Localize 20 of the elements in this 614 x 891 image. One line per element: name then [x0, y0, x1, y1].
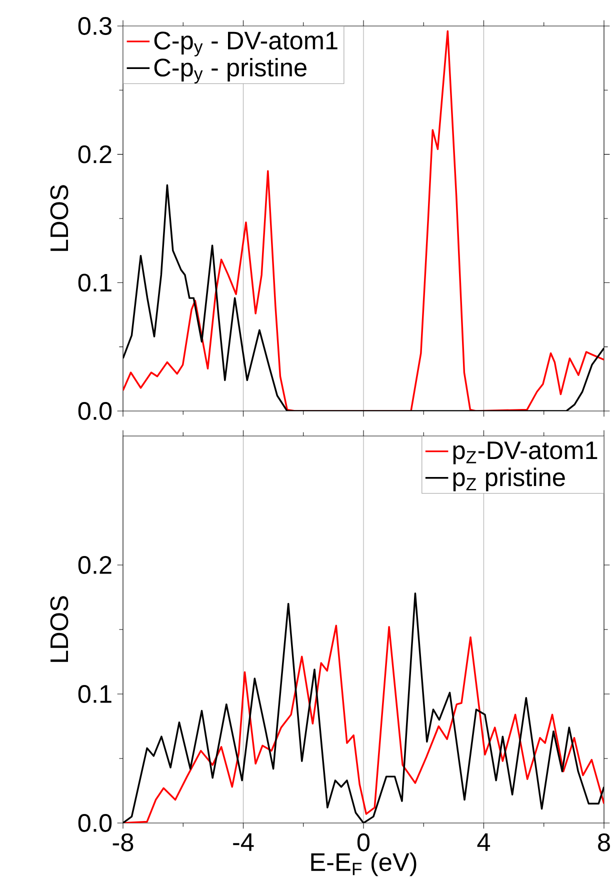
legend-label: C-p$_{y}$ - pristine [154, 58, 306, 84]
y-tick-label: 0.0 [78, 402, 112, 420]
y-axis-title: LDOS [50, 596, 68, 662]
y-axis-title: LDOS [50, 185, 68, 251]
x-tick-label: 8 [598, 833, 610, 852]
y-tick-label: 0.3 [78, 17, 112, 35]
x-axis-title: E-E$_{F}$ (eV) [311, 852, 416, 876]
y-tick-label: 0.1 [78, 685, 112, 703]
y-tick-label: 0.2 [78, 556, 112, 574]
y-tick-label: 0.2 [78, 145, 112, 164]
line-series [123, 30, 604, 411]
legend-label: C-p$_{y}$ - DV-atom1 [154, 32, 338, 56]
y-tick-label: 0.0 [78, 814, 112, 832]
x-tick-label: -4 [233, 833, 254, 851]
legend-label: p$_{Z}$-DV-atom1 [453, 442, 598, 464]
legend-label: p$_{Z}$ pristine [453, 468, 565, 492]
x-tick-label: 4 [477, 833, 490, 851]
x-tick-label: 0 [357, 833, 370, 852]
x-tick-label: -8 [112, 833, 134, 852]
y-tick-label: 0.1 [78, 274, 112, 292]
